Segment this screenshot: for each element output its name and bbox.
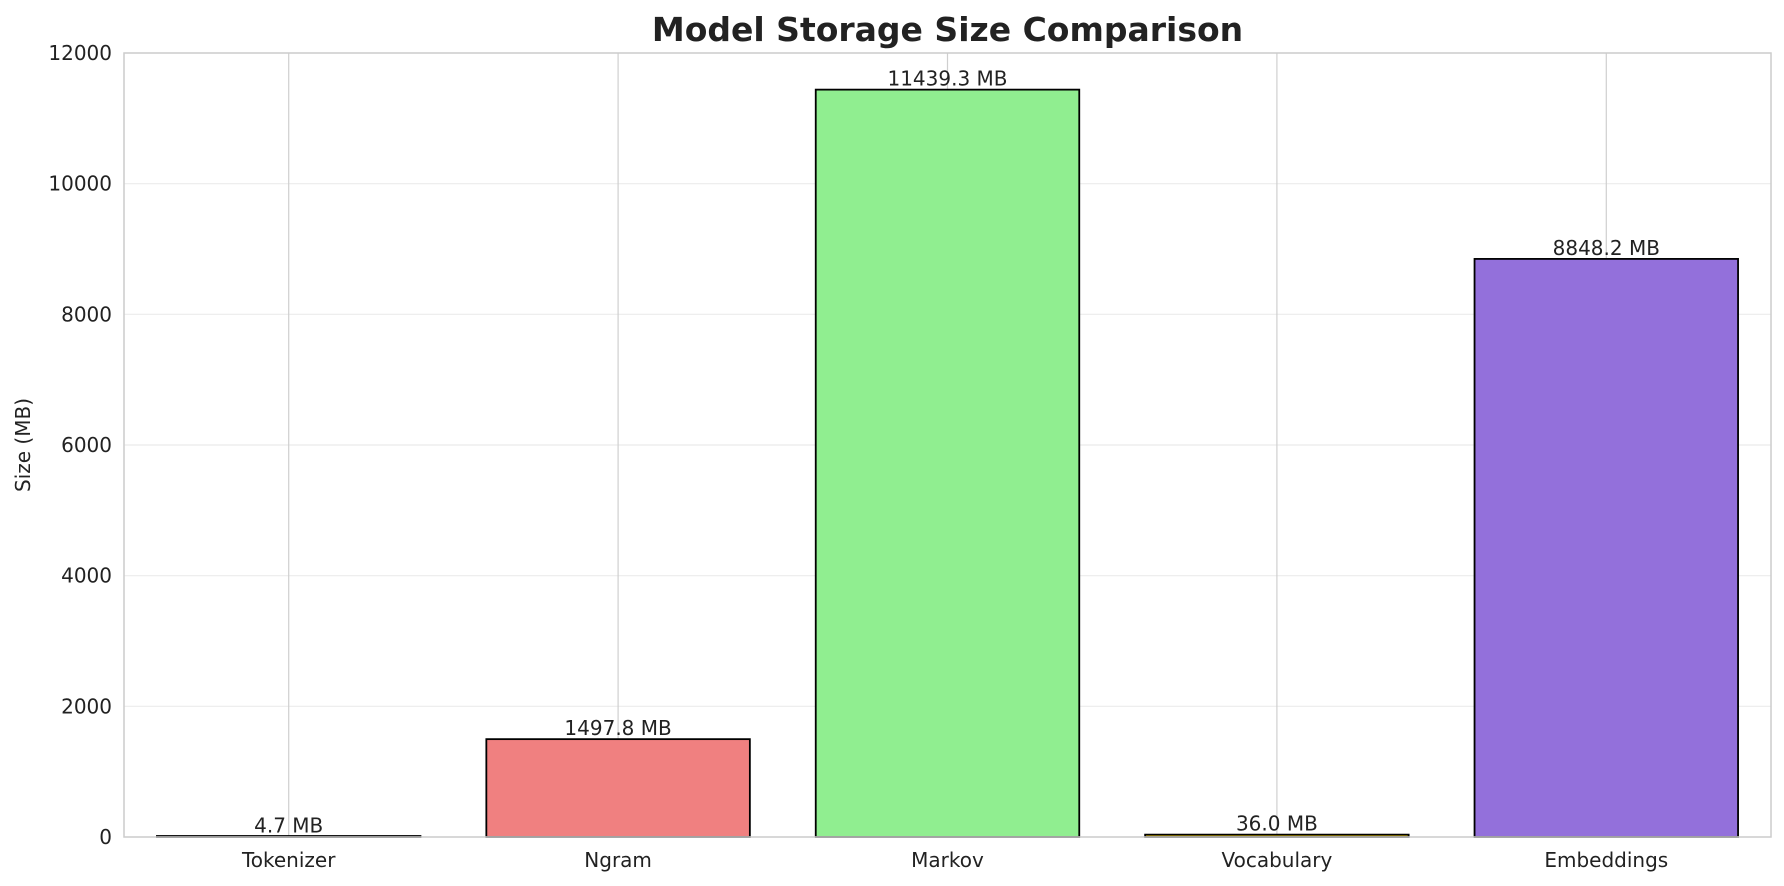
y-tick-label: 4000 bbox=[61, 564, 112, 588]
data-label: 8848.2 MB bbox=[1553, 236, 1660, 260]
data-label: 36.0 MB bbox=[1236, 812, 1318, 836]
y-tick-label: 8000 bbox=[61, 302, 112, 326]
x-tick-label: Markov bbox=[911, 848, 984, 872]
data-label: 11439.3 MB bbox=[887, 67, 1007, 91]
bars bbox=[156, 88, 1739, 838]
chart-title: Model Storage Size Comparison bbox=[652, 10, 1243, 49]
tick-labels: 0 2000 4000 6000 8000 10000 12000 Tokenizer Ngra… bbox=[48, 41, 1668, 872]
x-tick-label: Ngram bbox=[584, 848, 652, 872]
y-tick-label: 12000 bbox=[48, 41, 112, 65]
plot-frame bbox=[123, 52, 1772, 838]
x-tick-label: Tokenizer bbox=[241, 848, 336, 872]
data-label: 4.7 MB bbox=[254, 814, 323, 838]
y-axis-label: Size (MB) bbox=[11, 398, 35, 492]
x-tick-label: Embeddings bbox=[1544, 848, 1668, 872]
bar-markov bbox=[814, 88, 1081, 838]
data-label: 1497.8 MB bbox=[564, 716, 671, 740]
y-tick-label: 6000 bbox=[61, 433, 112, 457]
x-tick-label: Vocabulary bbox=[1221, 848, 1332, 872]
data-labels: 4.7 MB 1497.8 MB 11439.3 MB 36.0 MB 8848.2 M… bbox=[254, 67, 1660, 838]
y-tick-label: 0 bbox=[99, 825, 112, 849]
bar-ngram bbox=[485, 738, 751, 838]
y-tick-label: 10000 bbox=[48, 172, 112, 196]
y-tick-label: 2000 bbox=[61, 694, 112, 718]
bar-embeddings bbox=[1473, 258, 1739, 838]
